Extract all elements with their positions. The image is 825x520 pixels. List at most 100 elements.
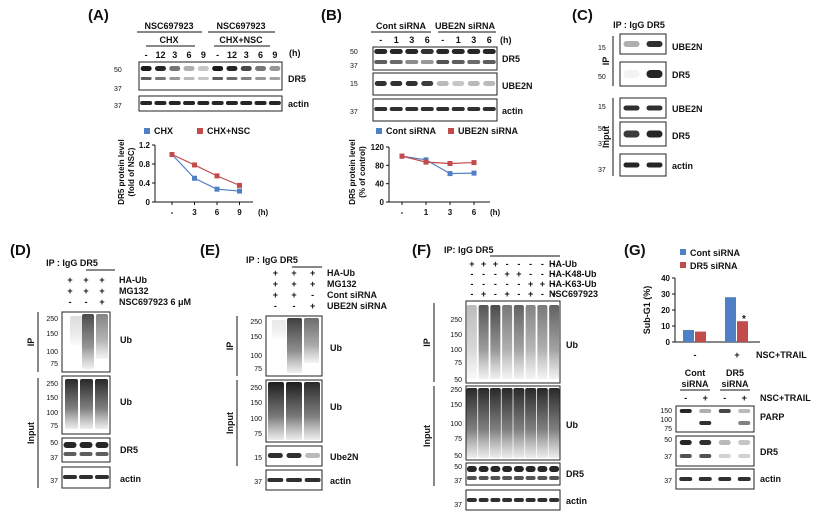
- panel-b-x-unit: (h): [490, 208, 501, 217]
- panel-a-legend-swatch-chxnsc: [197, 128, 203, 134]
- panel-e-row-label-3: Cont siRNA: [327, 290, 377, 300]
- panel-b-point-s2-2: [423, 159, 429, 165]
- panel-d-sign-r2-1: +: [67, 286, 72, 296]
- panel-d-mw-6: 150: [46, 395, 58, 402]
- panel-e-row-label-4: UBE2N siRNA: [327, 301, 388, 311]
- panel-e-ube2n-band-2: [286, 453, 302, 458]
- panel-e-sign-r4-1: -: [274, 301, 277, 311]
- panel-f-actin-band-7: [537, 498, 548, 502]
- panel-e-section-input: Input: [225, 412, 235, 434]
- panel-b-dr5-lower-7: [467, 60, 481, 64]
- panel-c-mw-5: 37: [598, 141, 606, 148]
- panel-g-dr5-upper-2: [699, 440, 712, 445]
- panel-g-xlabel: NSC+TRAIL: [756, 350, 807, 360]
- panel-f-sign-r3-6: +: [528, 279, 533, 289]
- panel-f-sign-r1-7: -: [541, 259, 544, 269]
- panel-c-blot-3: [619, 97, 667, 119]
- panel-a-y-tick-label-1: 1.2: [139, 141, 151, 150]
- panel-b-label: (B): [321, 7, 342, 24]
- panel-c-label: (C): [572, 7, 593, 24]
- panel-e-mw-5: 250: [250, 385, 262, 392]
- panel-b-y-tick-label-1: 120: [371, 143, 385, 152]
- panel-f-band-label-dr5: DR5: [566, 469, 584, 479]
- panel-b-point-s2-4: [471, 160, 477, 166]
- panel-c-band-label-3: UBE2N: [672, 104, 703, 114]
- panel-f-sign-r1-6: -: [529, 259, 532, 269]
- panel-f-sign-r3-5: -: [517, 279, 520, 289]
- panel-f-dr5-upper-1: [466, 466, 477, 472]
- panel-e-mw-6: 150: [250, 400, 262, 407]
- panel-b-mw-50: 50: [350, 49, 358, 56]
- panel-a-actin-band-6: [211, 101, 224, 105]
- panel-c-mw-2: 50: [598, 74, 606, 81]
- panel-f-mw-10: 50: [454, 453, 462, 460]
- panel-a-lane-9: 6: [258, 50, 263, 60]
- panel-f-section-input: Input: [422, 425, 432, 447]
- panel-a-dr5-band-upper-1: [140, 66, 152, 71]
- panel-b-y-tick-label-4: 0: [380, 198, 385, 207]
- panel-e-ip-smear-2: [287, 318, 302, 373]
- panel-d-input-smear-1: [65, 379, 78, 429]
- panel-a-dr5-band-lower-1: [140, 77, 152, 80]
- panel-c-band-4-2: [646, 130, 663, 138]
- panel-f-actin-band-5: [513, 498, 524, 502]
- panel-g-parp-cleaved-2: [699, 421, 712, 425]
- panel-b-ube2n-band-1: [374, 81, 387, 86]
- panel-a-lane-6: -: [216, 50, 219, 60]
- panel-a-x-unit: (h): [258, 208, 269, 217]
- panel-d-actin-band-2: [79, 475, 93, 479]
- panel-b-series-line-2: [401, 155, 475, 165]
- panel-b-mw-15: 15: [350, 81, 358, 88]
- panel-b-point-s1-3: [447, 171, 453, 177]
- panel-f-actin-band-8: [549, 498, 560, 502]
- panel-a-actin-band-9: [254, 101, 267, 105]
- panel-a-lane-7: 12: [227, 50, 237, 60]
- panel-f-sign-r2-4: +: [504, 269, 509, 279]
- panel-b-lane-7: 3: [471, 35, 476, 45]
- panel-a-dr5-band-upper-4: [183, 66, 195, 71]
- panel-g-parp-full-3: [718, 409, 731, 413]
- panel-g-legend-swatch-dr5: [680, 262, 686, 268]
- panel-f-input-smear-2: [478, 388, 490, 458]
- panel-d-sign-r1-2: +: [83, 275, 88, 285]
- panel-d-section-input: Input: [26, 422, 36, 444]
- panel-c-blot-1: [619, 33, 667, 55]
- panel-f-dr5-upper-3: [490, 466, 501, 472]
- panel-b-blot-actin: [372, 98, 498, 122]
- panel-f-row-label-4: NSC697923: [549, 289, 598, 299]
- panel-a-dr5-band-upper-10: [269, 66, 281, 71]
- panel-f-ip-smear-8: [549, 305, 560, 379]
- panel-g-band-label-actin: actin: [760, 474, 781, 484]
- panel-a-legend-chx: CHX: [154, 126, 173, 136]
- panel-f-mw-6: 250: [450, 387, 462, 394]
- panel-e-input-smear-3: [304, 382, 320, 440]
- panel-b-lane-3: 3: [409, 35, 414, 45]
- panel-c-band-3-1: [623, 105, 640, 111]
- panel-e-label: (E): [200, 242, 220, 259]
- panel-d-row-label-3: NSC697923 6 μM: [119, 297, 191, 307]
- panel-a-x-tick-label-4: 9: [237, 208, 242, 217]
- panel-e-actin-band-2: [286, 478, 302, 482]
- panel-f-sign-r3-1: -: [470, 279, 473, 289]
- panel-e-sign-r3-1: +: [273, 290, 278, 300]
- panel-g-group-dr5-2: siRNA: [721, 379, 749, 389]
- panel-f-sign-r4-3: -: [494, 289, 497, 299]
- panel-f-row-label-2: HA-K48-Ub: [549, 269, 597, 279]
- panel-e-ip-smear-1: [272, 320, 286, 340]
- panel-c-band-label-4: DR5: [672, 131, 690, 141]
- panel-g-treat-label: NSC+TRAIL: [760, 393, 811, 403]
- panel-e-sign-r4-2: -: [293, 301, 296, 311]
- panel-f-sign-r2-2: -: [482, 269, 485, 279]
- panel-a-group-1: NSC697923: [144, 21, 193, 31]
- panel-e-band-label-ub-ip: Ub: [330, 343, 342, 353]
- panel-b-legend-swatch-cont: [376, 128, 382, 134]
- panel-a-dr5-band-lower-10: [269, 77, 281, 80]
- panel-f-sign-r4-2: +: [481, 289, 486, 299]
- panel-g-band-label-dr5: DR5: [760, 447, 778, 457]
- panel-d-sign-r1-1: +: [67, 275, 72, 285]
- panel-b-dr5-lower-6: [451, 60, 465, 64]
- panel-c-band-5-1: [623, 162, 640, 168]
- panel-f-ip-smear-5: [513, 305, 524, 379]
- panel-e-sign-r2-3: +: [310, 279, 315, 289]
- panel-g-parp-full-1: [679, 409, 692, 413]
